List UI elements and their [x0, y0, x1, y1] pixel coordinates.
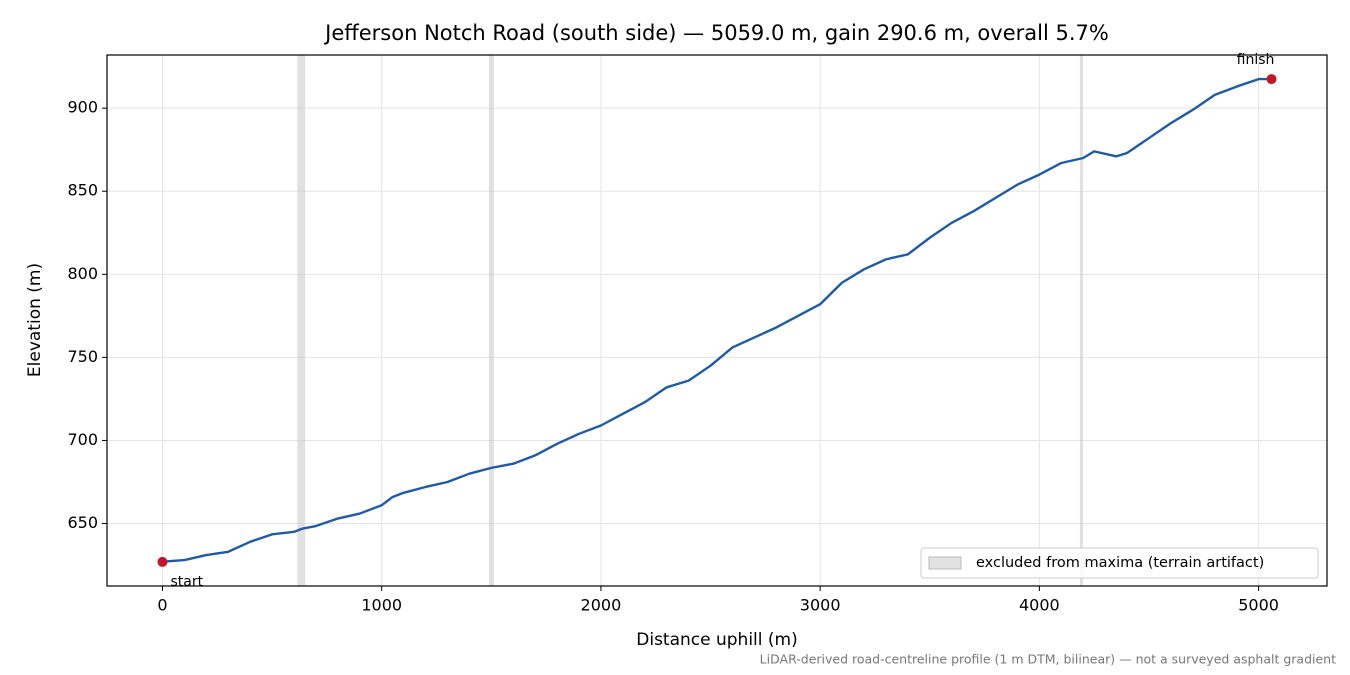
endpoint-marker: [157, 556, 168, 567]
x-tick-label: 0: [157, 596, 167, 615]
endpoint-marker: [1266, 74, 1277, 85]
chart-title: Jefferson Notch Road (south side) — 5059…: [323, 21, 1109, 45]
excluded-span: [1079, 55, 1083, 586]
y-tick-label: 700: [67, 430, 98, 449]
plot-frame: [106, 54, 1328, 587]
excluded-span: [297, 55, 306, 586]
x-tick-label: 5000: [1238, 596, 1279, 615]
y-tick-label: 850: [67, 181, 98, 200]
legend-swatch: [928, 556, 962, 570]
endpoint-label: finish: [1237, 52, 1275, 68]
endpoint-label: start: [170, 574, 203, 590]
y-tick-label: 900: [67, 98, 98, 117]
x-tick-label: 2000: [581, 596, 622, 615]
y-axis-label: Elevation (m): [25, 263, 45, 377]
y-tick-label: 800: [67, 264, 98, 283]
excluded-span: [488, 55, 494, 586]
x-tick-label: 1000: [361, 596, 402, 615]
footnote: LiDAR-derived road-centreline profile (1…: [760, 652, 1336, 667]
y-tick-label: 750: [67, 347, 98, 366]
x-tick-label: 4000: [1019, 596, 1060, 615]
elevation-line: [162, 77, 1272, 563]
y-tick-label: 650: [67, 513, 98, 532]
legend-label: excluded from maxima (terrain artifact): [976, 555, 1264, 571]
x-axis-label: Distance uphill (m): [636, 630, 797, 650]
x-tick-label: 3000: [800, 596, 841, 615]
legend-box: [920, 547, 1319, 579]
